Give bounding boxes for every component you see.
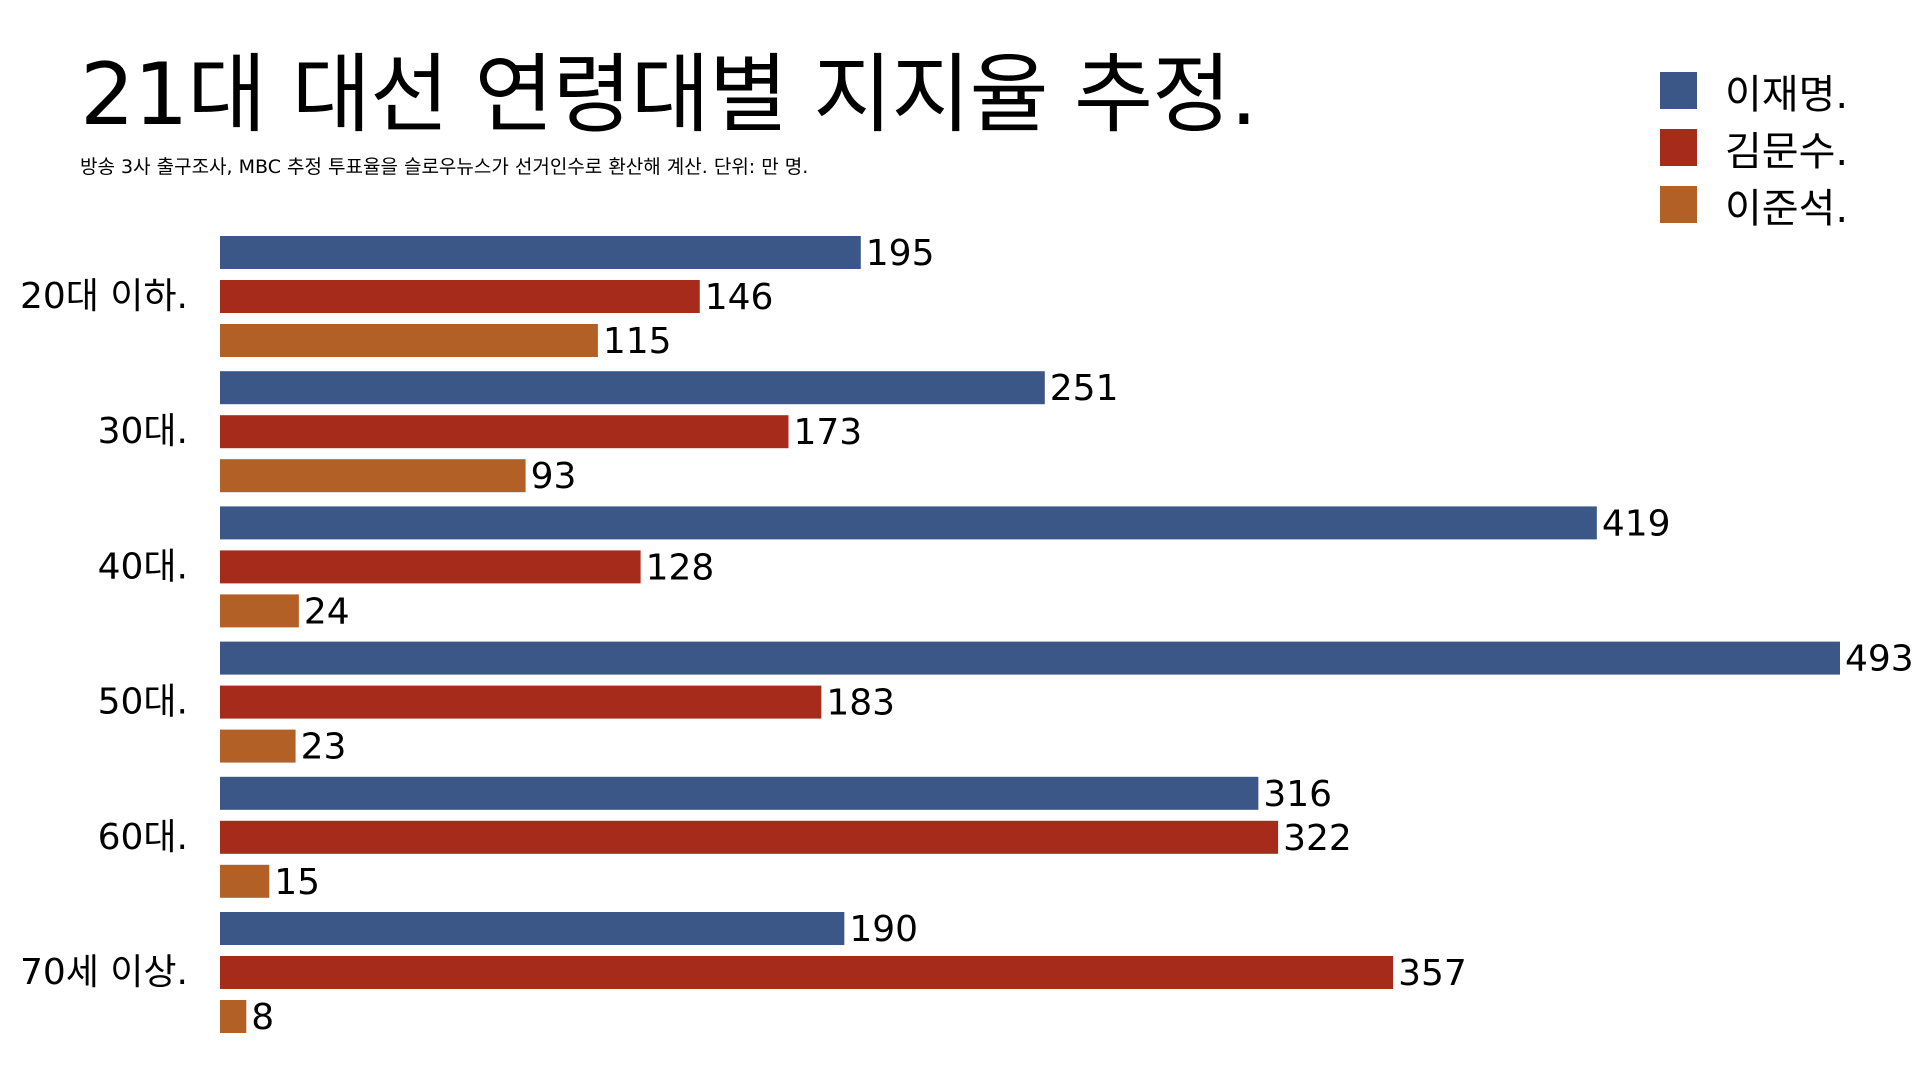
legend-item-lee-junseok: 이준석. xyxy=(1660,176,1848,233)
bar-이준석-3 xyxy=(220,729,296,763)
bar-김문수-4 xyxy=(220,820,1279,854)
bar-김문수-3 xyxy=(220,685,822,719)
bar-김문수-2 xyxy=(220,550,641,584)
data-label: 93 xyxy=(531,456,577,497)
data-label: 419 xyxy=(1602,503,1671,544)
category-label: 70세 이상. xyxy=(20,952,188,993)
bar-이준석-0 xyxy=(220,324,598,357)
data-label: 357 xyxy=(1398,953,1467,994)
bar-이준석-5 xyxy=(220,1000,247,1033)
data-label: 251 xyxy=(1050,368,1119,409)
legend-item-lee-jaemyung: 이재명. xyxy=(1660,62,1848,119)
data-label: 322 xyxy=(1283,818,1352,859)
chart-subtitle: 방송 3사 출구조사, MBC 추정 투표율을 슬로우뉴스가 선거인수로 환산해… xyxy=(80,156,809,178)
legend-item-kim-moonsoo: 김문수. xyxy=(1660,119,1848,176)
data-label: 190 xyxy=(849,909,918,950)
bar-이재명-0 xyxy=(220,236,861,269)
category-label: 20대 이하. xyxy=(20,276,188,317)
bar-김문수-1 xyxy=(220,415,789,449)
category-label: 60대. xyxy=(98,817,188,858)
data-label: 493 xyxy=(1845,639,1914,680)
data-label: 23 xyxy=(301,727,347,768)
legend-swatch xyxy=(1660,186,1697,223)
bar-이재명-5 xyxy=(220,912,845,945)
bar-이재명-1 xyxy=(220,371,1045,405)
bar-김문수-0 xyxy=(220,280,700,313)
category-label: 50대. xyxy=(98,682,188,723)
data-label: 115 xyxy=(603,321,672,362)
legend-swatch xyxy=(1660,129,1697,166)
data-label: 24 xyxy=(304,591,350,632)
data-label: 195 xyxy=(866,233,935,274)
data-label: 15 xyxy=(274,862,320,903)
legend-label: 김문수. xyxy=(1725,128,1849,175)
legend-label: 이재명. xyxy=(1725,71,1849,118)
legend-swatch xyxy=(1660,72,1697,109)
data-label: 173 xyxy=(793,412,862,453)
data-label: 8 xyxy=(251,997,274,1038)
bar-이재명-4 xyxy=(220,776,1259,810)
data-label: 128 xyxy=(646,547,715,588)
legend: 이재명. 김문수. 이준석. xyxy=(1660,62,1848,233)
category-label: 40대. xyxy=(98,546,188,587)
bar-이준석-2 xyxy=(220,594,299,628)
category-label: 30대. xyxy=(98,411,188,452)
bar-이준석-4 xyxy=(220,864,270,898)
data-label: 183 xyxy=(826,683,895,724)
chart-title: 21대 대선 연령대별 지지율 추정. xyxy=(80,45,1258,145)
bar-이준석-1 xyxy=(220,459,526,493)
data-label: 146 xyxy=(705,277,774,318)
data-label: 316 xyxy=(1263,774,1332,815)
legend-label: 이준석. xyxy=(1725,185,1849,232)
bar-이재명-2 xyxy=(220,506,1597,540)
bar-이재명-3 xyxy=(220,641,1840,675)
bar-김문수-5 xyxy=(220,956,1394,989)
